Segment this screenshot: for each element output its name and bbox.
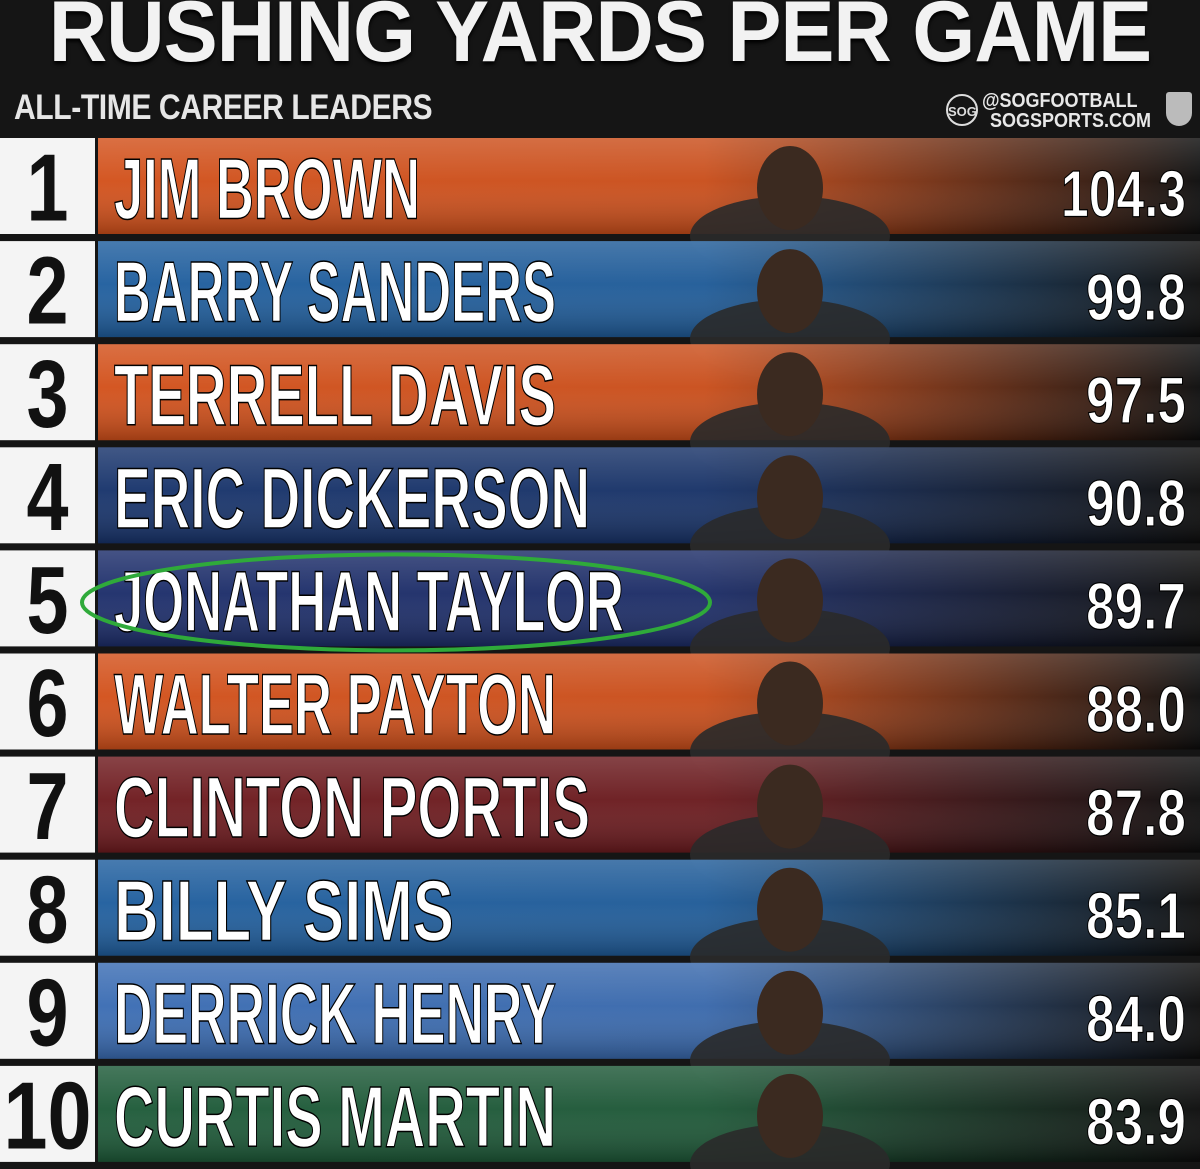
rank-box bbox=[0, 344, 95, 441]
rank-label: 10 bbox=[4, 1062, 92, 1169]
player-name: DERRICK HENRY bbox=[114, 966, 556, 1062]
rank-box bbox=[0, 241, 95, 338]
rank-box bbox=[0, 138, 95, 234]
value-label: 90.8 bbox=[1086, 466, 1186, 540]
player-photo-icon bbox=[757, 146, 823, 230]
value-label: 84.0 bbox=[1086, 982, 1186, 1056]
player-name: BILLY SIMS bbox=[114, 863, 454, 959]
player-photo-icon bbox=[757, 455, 823, 540]
value-label: 97.5 bbox=[1086, 363, 1186, 437]
bar-gloss bbox=[98, 859, 1200, 956]
player-name: CLINTON PORTIS bbox=[114, 760, 590, 856]
rank-label: 7 bbox=[27, 753, 69, 860]
rank-box bbox=[0, 1065, 95, 1162]
player-photo-icon bbox=[757, 352, 823, 437]
bar-gloss bbox=[98, 241, 1200, 338]
player-photo-icon bbox=[757, 1073, 823, 1158]
rank-label: 9 bbox=[27, 959, 69, 1066]
value-label: 88.0 bbox=[1086, 672, 1186, 746]
rank-box bbox=[0, 756, 95, 853]
rank-label: 4 bbox=[27, 444, 69, 551]
player-photo-icon bbox=[757, 970, 823, 1055]
player-name: WALTER PAYTON bbox=[114, 657, 556, 753]
player-photo-icon bbox=[757, 661, 823, 746]
brand-block: SOG @SOGFOOTBALL SOGSPORTS.COM bbox=[946, 88, 1192, 136]
player-name: JIM BROWN bbox=[114, 142, 420, 238]
brand-handle: @SOGFOOTBALL bbox=[982, 90, 1138, 112]
bar-gloss bbox=[98, 756, 1200, 853]
player-name: BARRY SANDERS bbox=[114, 245, 556, 341]
player-photo-icon bbox=[757, 867, 823, 952]
player-photo-icon bbox=[757, 558, 823, 643]
player-name: CURTIS MARTIN bbox=[114, 1070, 556, 1166]
value-label: 87.8 bbox=[1086, 775, 1186, 849]
rank-label: 5 bbox=[27, 547, 69, 654]
rank-box bbox=[0, 859, 95, 956]
bar-gloss bbox=[98, 962, 1200, 1059]
rank-label: 3 bbox=[27, 341, 69, 448]
page-title: RUSHING YARDS PER GAME bbox=[48, 0, 1152, 80]
value-label: 85.1 bbox=[1086, 878, 1186, 952]
rank-label: 8 bbox=[27, 856, 69, 963]
player-name: JONATHAN TAYLOR bbox=[114, 554, 624, 650]
value-label: 104.3 bbox=[1061, 157, 1186, 231]
rank-box bbox=[0, 962, 95, 1059]
value-label: 89.7 bbox=[1086, 569, 1186, 643]
rank-label: 6 bbox=[27, 650, 69, 757]
bar-gloss bbox=[98, 653, 1200, 750]
player-photo-icon bbox=[757, 249, 823, 334]
highlight-ellipse bbox=[80, 552, 712, 653]
value-label: 99.8 bbox=[1086, 260, 1186, 334]
rank-label: 2 bbox=[27, 238, 69, 345]
shield-icon bbox=[1166, 92, 1192, 126]
value-label: 83.9 bbox=[1086, 1085, 1186, 1159]
bar-gloss bbox=[98, 447, 1200, 544]
rank-label: 1 bbox=[27, 135, 69, 242]
player-name: ERIC DICKERSON bbox=[114, 451, 590, 547]
rank-box bbox=[0, 550, 95, 647]
sog-logo-icon: SOG bbox=[946, 94, 978, 126]
rank-box bbox=[0, 447, 95, 544]
player-photo-icon bbox=[757, 764, 823, 849]
bar-gloss bbox=[98, 344, 1200, 441]
page-subtitle: ALL-TIME CAREER LEADERS bbox=[14, 88, 433, 127]
rank-box bbox=[0, 653, 95, 750]
player-name: TERRELL DAVIS bbox=[114, 348, 556, 444]
bar-gloss bbox=[98, 138, 1200, 234]
bar-gloss bbox=[98, 1065, 1200, 1162]
brand-site: SOGSPORTS.COM bbox=[990, 110, 1152, 132]
